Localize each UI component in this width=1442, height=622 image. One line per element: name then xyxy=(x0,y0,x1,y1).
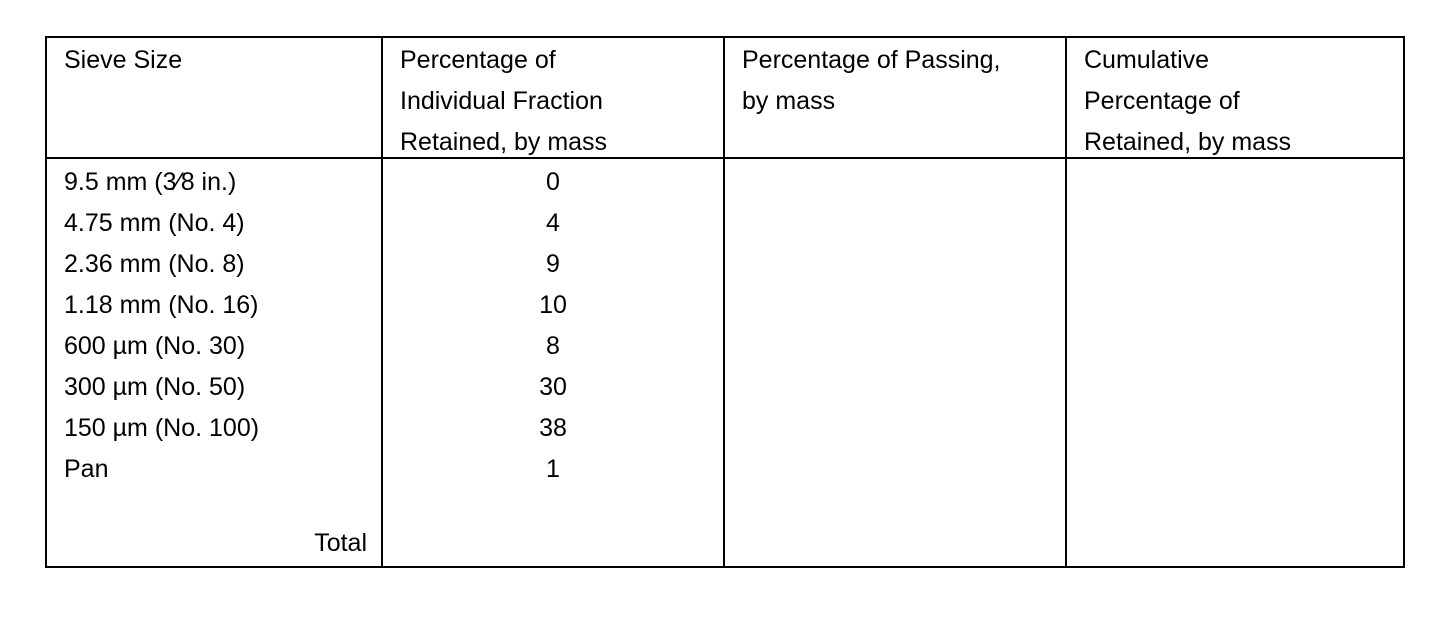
table-column: Sieve Size 9.5 mm (3⁄8 in.) 4.75 mm (No. 4… xyxy=(47,38,381,566)
header-cell: Percentage of Individual Fraction Retained… xyxy=(383,38,723,159)
header-text: Percentage of xyxy=(400,46,556,74)
header-text: Retained, by mass xyxy=(1084,128,1292,156)
sieve-size: 1.18 mm (No. 16) xyxy=(64,291,259,319)
table-column: Cumulative Percentage of Retained, by mass xyxy=(1065,38,1403,566)
sieve-size: 300 µm (No. 50) xyxy=(64,373,246,401)
header-text: by mass xyxy=(742,87,836,115)
header-cell: Cumulative Percentage of Retained, by mass xyxy=(1067,38,1403,159)
retained-value: 9 xyxy=(546,250,560,278)
retained-value: 38 xyxy=(539,414,567,442)
retained-value: 0 xyxy=(546,168,560,196)
sieve-size: 600 µm (No. 30) xyxy=(64,332,246,360)
body-cell: 9.5 mm (3⁄8 in.) 4.75 mm (No. 4) 2.36 mm (… xyxy=(47,159,381,490)
sieve-size: 4.75 mm (No. 4) xyxy=(64,209,245,237)
header-cell: Sieve Size xyxy=(47,38,381,159)
retained-value: 10 xyxy=(539,291,567,319)
sieve-size: 9.5 mm (3⁄8 in.) xyxy=(64,168,237,196)
retained-value: 8 xyxy=(546,332,560,360)
header-text: Cumulative xyxy=(1084,46,1210,74)
sieve-size: 2.36 mm (No. 8) xyxy=(64,250,245,278)
sieve-table: Sieve Size 9.5 mm (3⁄8 in.) 4.75 mm (No. 4… xyxy=(45,36,1405,568)
header-text: Sieve Size xyxy=(64,46,183,74)
table-column: Percentage of Individual Fraction Retained… xyxy=(381,38,723,566)
header-text: Percentage of xyxy=(1084,87,1240,115)
total-label: Total xyxy=(314,529,367,557)
sieve-size: Pan xyxy=(64,455,109,483)
body-cell: 0 4 9 10 8 30 38 1 xyxy=(383,159,723,490)
header-text: Individual Fraction xyxy=(400,87,603,115)
sieve-size: 150 µm (No. 100) xyxy=(64,414,260,442)
body-cell xyxy=(725,159,1065,162)
retained-value: 1 xyxy=(546,455,560,483)
retained-value: 4 xyxy=(546,209,560,237)
table-column: Percentage of Passing, by mass xyxy=(723,38,1065,566)
header-cell: Percentage of Passing, by mass xyxy=(725,38,1065,159)
retained-value: 30 xyxy=(539,373,567,401)
header-text: Retained, by mass xyxy=(400,128,608,156)
header-text: Percentage of Passing, xyxy=(742,46,1001,74)
